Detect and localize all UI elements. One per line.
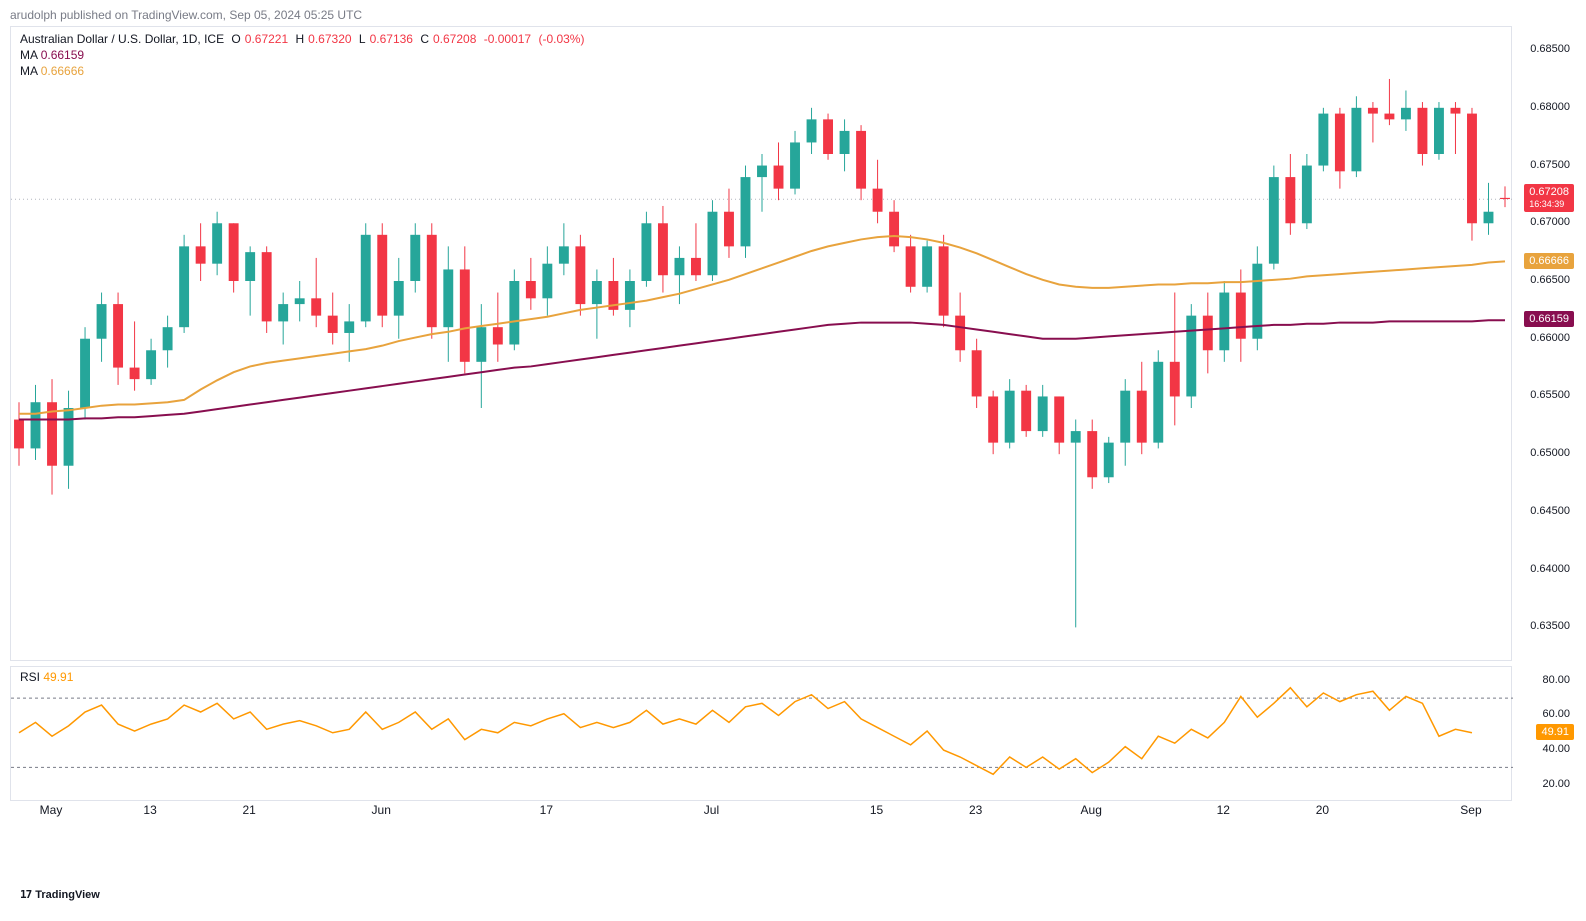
time-tick: 17 [540,803,553,817]
time-tick: 20 [1316,803,1329,817]
time-tick: 23 [969,803,982,817]
price-pane[interactable]: 0.68500 0.68000 0.67500 0.67000 0.66500 0.660… [10,26,1576,661]
price-tick: 0.67500 [1530,159,1570,171]
time-tick: Aug [1081,803,1102,817]
rsi-tick: 40.00 [1542,743,1570,755]
rsi-tick: 60.00 [1542,708,1570,720]
time-tick: 12 [1217,803,1230,817]
price-tick: 0.68500 [1530,43,1570,55]
rsi-tick: 20.00 [1542,778,1570,790]
chart-legend: Australian Dollar / U.S. Dollar, 1D, ICE… [20,32,584,80]
symbol-title[interactable]: Australian Dollar / U.S. Dollar, 1D, ICE [20,32,224,46]
price-tick: 0.68000 [1530,101,1570,113]
time-tick: 13 [143,803,156,817]
rsi-chart[interactable] [11,667,1513,802]
ohlc-values: O0.67221 H0.67320 L0.67136 C0.67208 -0.0… [227,32,584,46]
price-y-axis[interactable]: 0.68500 0.68000 0.67500 0.67000 0.66500 0.660… [1514,26,1576,661]
time-tick: 21 [242,803,255,817]
rsi-value-label: 49.91 [1536,724,1574,740]
price-tick: 0.63500 [1530,620,1570,632]
rsi-legend: RSI 49.91 [20,670,73,684]
price-tick: 0.66500 [1530,274,1570,286]
price-tick: 0.65500 [1530,389,1570,401]
time-x-axis[interactable]: May 13 21 Jun 17 Jul 15 23 Aug 12 20 Sep [10,801,1512,823]
price-label-current_box: 0.6720816:34:39 [1524,184,1574,212]
price-tick: 0.64500 [1530,505,1570,517]
time-tick: Jul [704,803,719,817]
rsi-tick: 80.00 [1542,674,1570,686]
price-tick: 0.65000 [1530,447,1570,459]
tradingview-logo[interactable]: 17TradingView [20,888,100,901]
time-tick: 15 [870,803,883,817]
price-label-ma2_box: 0.66666 [1524,253,1574,269]
price-chart[interactable] [11,27,1513,662]
price-label-ma1_box: 0.66159 [1524,311,1574,327]
publish-author: arudolph [10,8,57,22]
time-tick: Sep [1460,803,1481,817]
time-tick: May [40,803,63,817]
publish-info: arudolph published on TradingView.com, S… [10,8,362,22]
time-tick: Jun [372,803,391,817]
rsi-pane[interactable]: RSI 49.91 80.00 60.00 40.00 20.00 49.91 [10,666,1576,801]
rsi-y-axis[interactable]: 80.00 60.00 40.00 20.00 49.91 [1514,666,1576,801]
price-tick: 0.64000 [1530,563,1570,575]
price-tick: 0.66000 [1530,332,1570,344]
ma2-legend: MA 0.66666 [20,64,584,78]
price-tick: 0.67000 [1530,216,1570,228]
ma1-legend: MA 0.66159 [20,48,584,62]
